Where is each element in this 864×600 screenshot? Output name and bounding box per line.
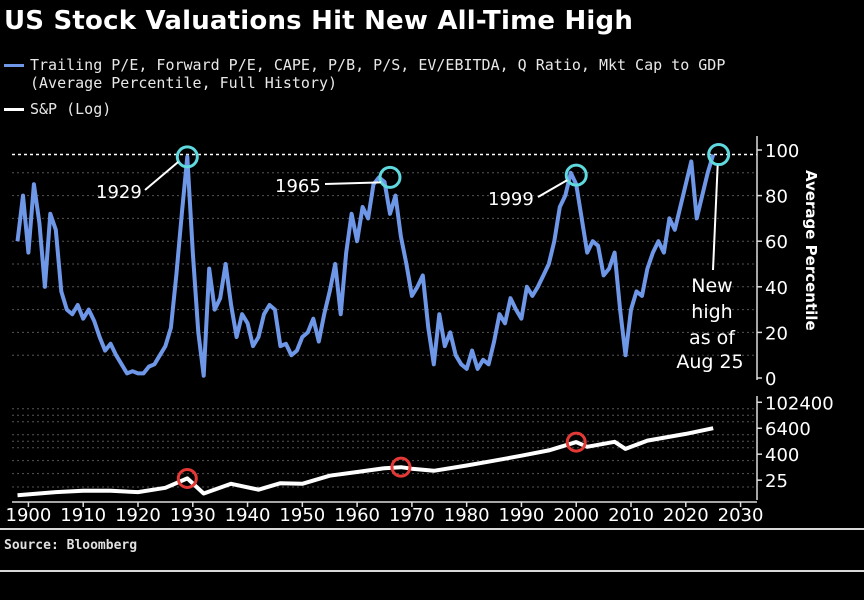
x-tick-label: 1970: [389, 505, 435, 526]
x-tick-label: 1940: [225, 505, 271, 526]
lower-y-tick-label: 25: [765, 471, 788, 492]
x-tick-label: 1910: [60, 505, 106, 526]
x-tick-label: 1920: [115, 505, 161, 526]
lower-y-tick-label: 102400: [765, 393, 834, 414]
sp-highlight-circle: [390, 456, 412, 478]
upper-y-axis-label: Average Percentile: [802, 170, 820, 331]
peak-marker-circle: [564, 163, 588, 187]
annotation-text-line: New: [691, 275, 732, 297]
lower-y-tick-label: 6400: [765, 419, 811, 440]
peak-label: 1929: [96, 182, 142, 203]
upper-y-tick-label: 40: [765, 278, 788, 299]
sp-log-line: [17, 426, 714, 498]
x-tick-label: 2030: [718, 505, 764, 526]
legend-swatch-valuation: [4, 64, 24, 67]
sp-highlight-circle: [176, 467, 198, 489]
divider-line: [0, 528, 864, 530]
sp-highlight-circle: [565, 431, 587, 453]
annotation-pointer-line: [712, 165, 719, 271]
source-note: Source: Bloomberg: [4, 538, 138, 553]
x-tick-label: 2000: [553, 505, 599, 526]
x-tick-label: 2020: [663, 505, 709, 526]
upper-y-tick-label: 60: [765, 232, 788, 253]
peak-marker-circle: [707, 143, 731, 167]
upper-y-tick-label: 0: [765, 369, 776, 390]
x-tick-label: 1950: [279, 505, 325, 526]
peak-label: 1999: [488, 189, 534, 210]
x-tick-label: 1930: [170, 505, 216, 526]
chart-title: US Stock Valuations Hit New All-Time Hig…: [4, 6, 634, 36]
legend-label-sp: S&P (Log): [30, 100, 112, 118]
annotation-text-line: as of: [689, 327, 736, 349]
upper-y-tick-label: 100: [765, 141, 799, 162]
valuation-percentile-line: [15, 154, 716, 378]
x-tick-label: 1990: [499, 505, 545, 526]
legend-item-sp: S&P (Log): [4, 100, 111, 118]
legend-item-valuation: Trailing P/E, Forward P/E, CAPE, P/B, P/…: [4, 56, 725, 74]
annotation-text-line: Aug 25: [676, 351, 743, 373]
upper-y-tick-label: 80: [765, 187, 788, 208]
peak-marker-circle: [378, 165, 402, 189]
legend-item-valuation-sub: (Average Percentile, Full History): [30, 74, 337, 92]
x-tick-label: 2010: [608, 505, 654, 526]
peak-marker-circle: [175, 145, 199, 169]
bottom-divider-line: [0, 570, 864, 572]
peak-pointer-line: [324, 181, 382, 185]
annotation-text-line: high: [691, 301, 732, 323]
x-tick-label: 1900: [6, 505, 52, 526]
x-tick-label: 1980: [444, 505, 490, 526]
upper-y-tick-label: 20: [765, 323, 788, 344]
peak-pointer-line: [537, 179, 568, 198]
x-tick-label: 1960: [334, 505, 380, 526]
legend-swatch-sp: [4, 108, 24, 111]
lower-y-tick-label: 400: [765, 445, 799, 466]
peak-pointer-line: [144, 161, 179, 191]
legend-label-valuation: Trailing P/E, Forward P/E, CAPE, P/B, P/…: [30, 56, 726, 74]
peak-label: 1965: [275, 176, 321, 197]
legend-label-valuation-sub: (Average Percentile, Full History): [30, 74, 338, 92]
